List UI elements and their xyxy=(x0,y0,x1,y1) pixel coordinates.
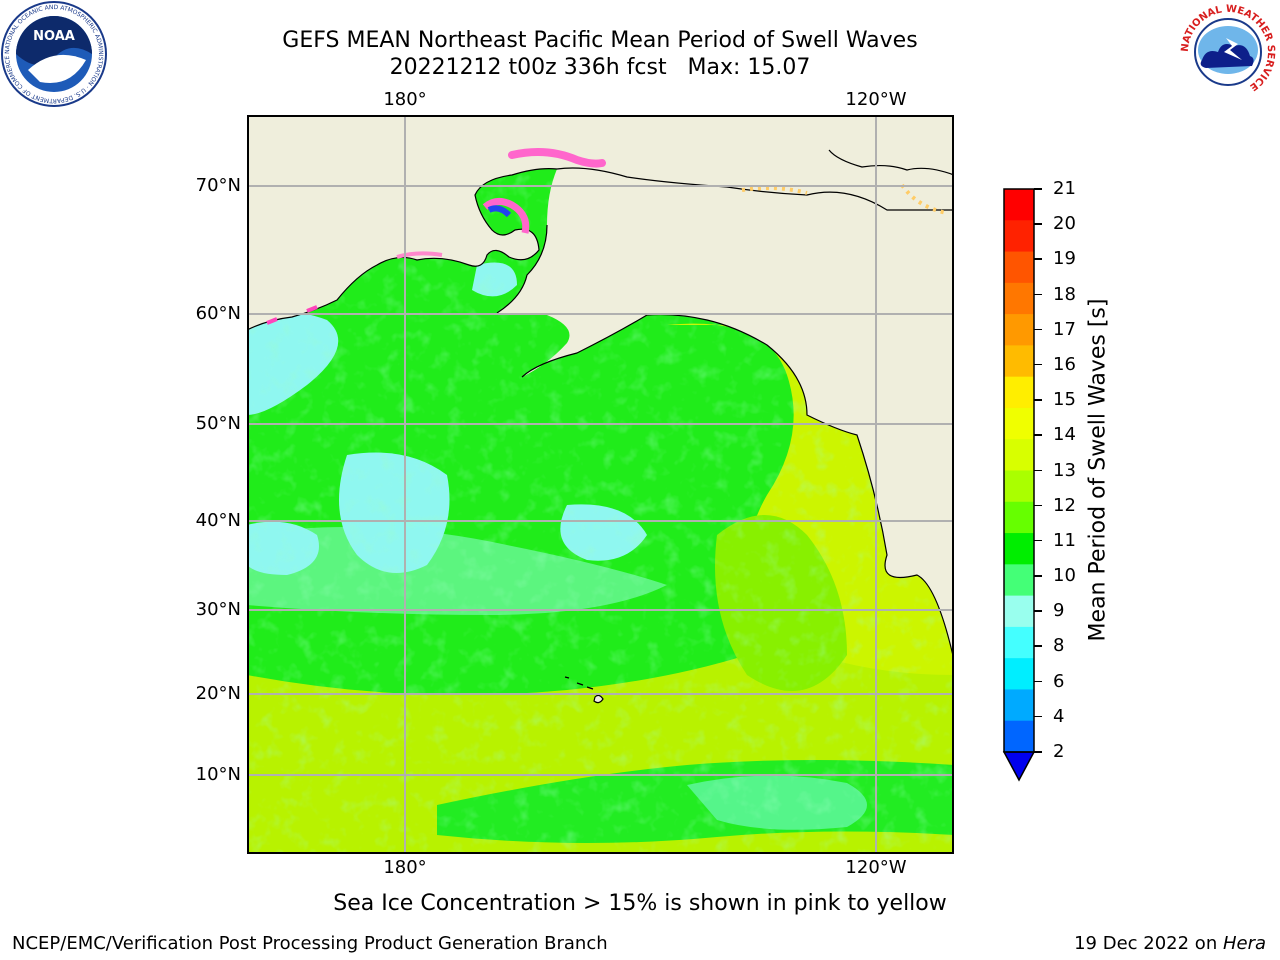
colorbar-tick-mark xyxy=(1034,258,1042,260)
colorbar-tick-label: 20 xyxy=(1053,213,1076,235)
lat-label-50n: 50°N xyxy=(195,413,241,434)
colorbar-tick-mark xyxy=(1034,680,1042,683)
colorbar-tick-label: 2 xyxy=(1053,741,1065,762)
sea-ice-beaufort xyxy=(741,183,948,215)
colorbar-tick-mark xyxy=(1034,363,1042,366)
footer-host: Hera xyxy=(1222,933,1266,954)
hawaii-islands xyxy=(564,676,604,704)
colorbar-tick-label: 13 xyxy=(1053,459,1076,481)
colorbar-tick-label: 19 xyxy=(1053,248,1076,270)
colorbar-swatch xyxy=(1004,376,1034,409)
colorbar-swatch xyxy=(1004,345,1034,378)
lat-label-70n: 70°N xyxy=(195,175,241,196)
colorbar-tick-label: 10 xyxy=(1053,565,1076,587)
colorbar-swatch xyxy=(1004,470,1034,503)
lon-label-bottom-180: 180° xyxy=(383,857,427,878)
colorbar xyxy=(1002,188,1036,782)
colorbar-swatch xyxy=(1004,220,1034,253)
colorbar-tick-label: 18 xyxy=(1053,283,1076,305)
colorbar-swatch xyxy=(1004,533,1034,565)
lat-label-20n: 20°N xyxy=(195,683,241,704)
lat-label-60n: 60°N xyxy=(195,303,241,324)
colorbar-swatch xyxy=(1004,564,1034,597)
colorbar-tick-mark xyxy=(1034,293,1042,296)
colorbar-tick-mark xyxy=(1034,434,1042,436)
colorbar-tick-label: 8 xyxy=(1053,635,1065,657)
colorbar-under-arrow xyxy=(1002,751,1036,782)
colorbar-tick-label: 11 xyxy=(1053,529,1076,551)
footer-date: 19 Dec 2022 on xyxy=(1074,933,1223,954)
swell-period-map xyxy=(247,115,954,854)
colorbar-tick-mark xyxy=(1034,610,1042,612)
lon-label-top-180: 180° xyxy=(383,89,427,110)
lon-label-bottom-120w: 120°W xyxy=(845,857,907,878)
sea-ice-anadyr xyxy=(396,251,443,259)
noaa-logo-text: NOAA xyxy=(33,29,75,44)
sea-ice-chukchi xyxy=(508,148,606,168)
colorbar-swatch xyxy=(1004,407,1034,440)
nws-logo: NATIONAL WEATHER SERVICE xyxy=(1178,2,1278,102)
colorbar-tick-mark xyxy=(1034,328,1042,331)
sea-ice-note: Sea Ice Concentration > 15% is shown in … xyxy=(333,891,947,916)
coast-arctic-islands xyxy=(828,149,954,176)
land-arctic-islands xyxy=(829,115,954,175)
colorbar-swatch xyxy=(1004,689,1034,722)
colorbar-swatch xyxy=(1004,282,1034,315)
sea-ice-norton xyxy=(482,198,530,234)
map-gridlines xyxy=(247,115,954,854)
colorbar-tick-mark xyxy=(1034,223,1042,225)
colorbar-swatch xyxy=(1004,251,1034,284)
colorbar-tick-mark xyxy=(1034,504,1042,507)
colorbar-tick-mark xyxy=(1034,469,1042,471)
lon-label-top-120w: 120°W xyxy=(845,89,907,110)
colorbar-swatch xyxy=(1004,439,1034,471)
colorbar-tick-label: 17 xyxy=(1053,318,1076,340)
coast-arctic xyxy=(247,167,954,331)
colorbar-tick-mark xyxy=(1034,575,1042,577)
noaa-logo: NOAA NATIONAL OCEANIC AND ATMOSPHERIC AD… xyxy=(1,1,107,107)
colorbar-tick-label: 4 xyxy=(1053,705,1065,727)
sea-ice-kamchatka xyxy=(266,305,318,325)
colorbar-tick-label: 15 xyxy=(1053,389,1076,411)
colorbar-tick-label: 14 xyxy=(1053,424,1076,446)
colorbar-tick-label: 12 xyxy=(1053,494,1076,516)
footer-right: 19 Dec 2022 on Hera xyxy=(1074,933,1266,954)
colorbar-swatch xyxy=(1004,595,1034,628)
colorbar-tick-mark xyxy=(1034,188,1042,190)
map-title: GEFS MEAN Northeast Pacific Mean Period … xyxy=(282,28,918,53)
footer-left: NCEP/EMC/Verification Post Processing Pr… xyxy=(12,933,608,954)
lat-label-10n: 10°N xyxy=(195,764,241,785)
colorbar-tick-mark xyxy=(1034,645,1042,647)
colorbar-tick-label: 21 xyxy=(1053,178,1076,199)
lat-label-40n: 40°N xyxy=(195,510,241,531)
colorbar-tick-label: 16 xyxy=(1053,353,1076,375)
colorbar-tick-mark xyxy=(1034,399,1042,401)
colorbar-tick-label: 9 xyxy=(1053,600,1065,622)
coast-north-america xyxy=(496,224,954,661)
map-frame xyxy=(247,115,954,854)
colorbar-label: Mean Period of Swell Waves [s] xyxy=(1085,298,1111,642)
colorbar-swatch xyxy=(1004,626,1034,659)
colorbar-swatch xyxy=(1004,720,1034,753)
colorbar-swatch xyxy=(1004,189,1034,221)
sea-ice-core xyxy=(487,205,512,218)
lat-label-30n: 30°N xyxy=(195,599,241,620)
colorbar-tick-mark xyxy=(1034,715,1042,718)
land-north-america xyxy=(497,168,954,660)
colorbar-tick-mark xyxy=(1034,751,1042,753)
map-subtitle: 20221212 t00z 336h fcst Max: 15.07 xyxy=(389,55,811,80)
land-north xyxy=(247,115,954,330)
colorbar-tick-label: 6 xyxy=(1053,670,1065,692)
colorbar-swatch xyxy=(1004,314,1034,346)
colorbar-tick-mark xyxy=(1034,539,1042,542)
colorbar-swatch xyxy=(1004,501,1034,534)
colorbar-swatch xyxy=(1004,658,1034,690)
